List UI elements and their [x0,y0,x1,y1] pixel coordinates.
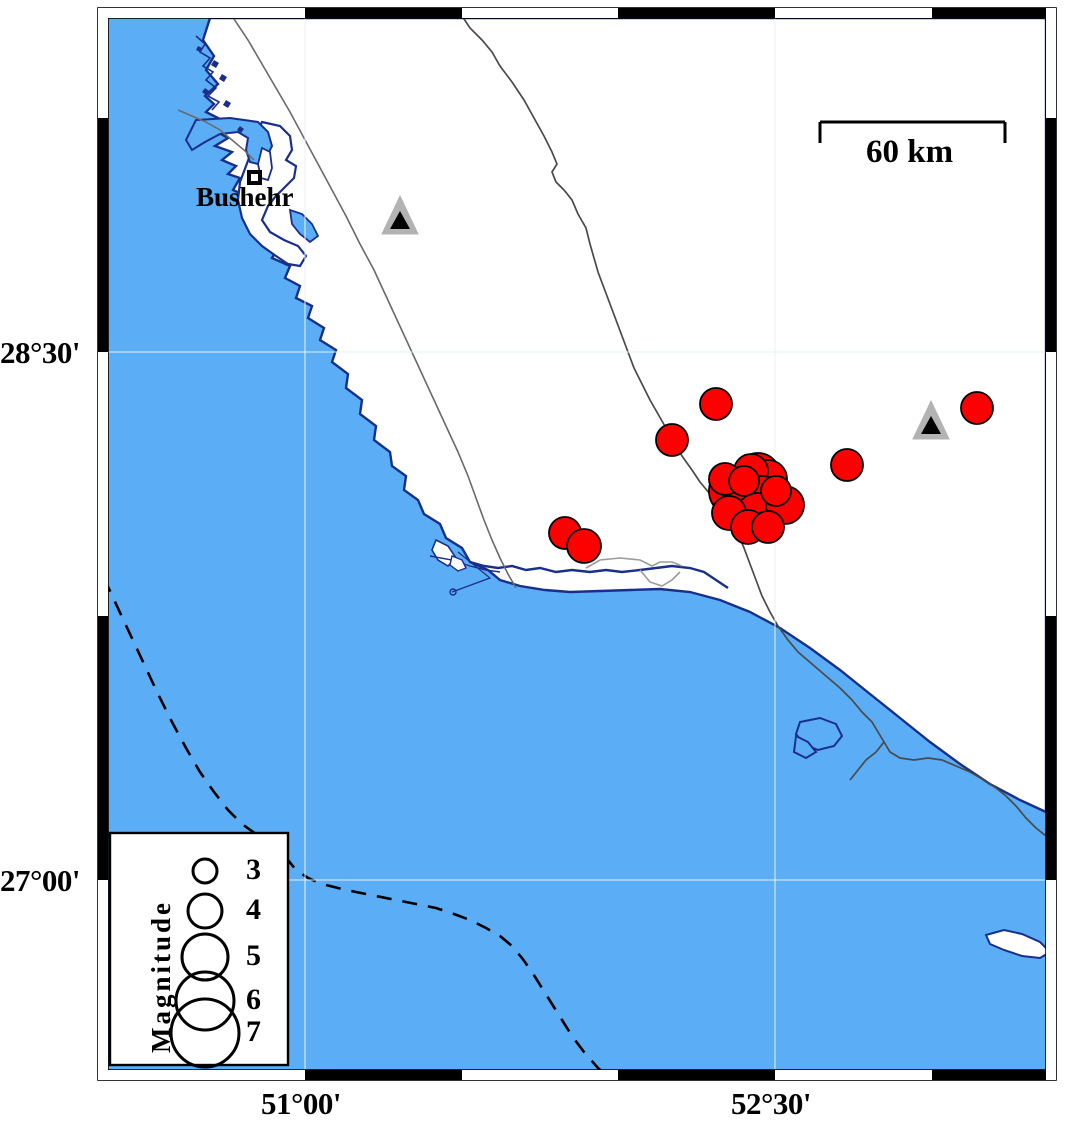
southern-coast-detail [469,560,729,589]
southern-inlet [288,208,320,244]
frame-band-right [1046,352,1056,616]
epicenter-circle[interactable] [960,391,994,425]
landmass-mainland [201,18,1046,814]
legend-circle [191,857,219,885]
city-label-bushehr: Bushehr [196,182,294,212]
frame-band-right [1046,616,1056,880]
dashed-plate-boundary [108,583,603,1070]
frame-band-bottom [932,1070,1046,1080]
legend-circle [174,970,236,1032]
magnitude-legend [108,831,290,1069]
eastern-inlet-neck [792,734,818,760]
frame-band-top [618,8,775,18]
frame-band-top [98,8,305,18]
epicenter-circle[interactable] [751,510,785,544]
province-border-south-branch [797,651,1046,837]
province-border-west-short [177,109,255,161]
offshore-island [984,928,1046,960]
bushehr-bay-water [184,116,274,166]
frame-band-left [98,118,108,352]
legend-magnitude-value: 6 [246,983,261,1016]
map-frame [97,7,1057,1081]
legend-magnitude-value: 7 [246,1015,261,1048]
legend-circle [186,892,224,930]
frame-band-bottom [775,1070,932,1080]
coastal-islets-north [196,46,244,133]
frame-band-right [1046,880,1056,1080]
frame-band-bottom [305,1070,462,1080]
city-marker-bushehr[interactable] [247,170,262,185]
bay-sandbar [429,555,501,573]
epicenter-circle[interactable] [830,448,864,482]
frame-band-left [98,352,108,616]
frame-band-top [775,8,932,18]
epicenter-markers[interactable] [548,387,994,564]
bay-thin-line [451,551,492,593]
province-border-bushehr-line [232,18,517,589]
axis-label-lon-5100: 51°00' [261,1086,342,1121]
legend-magnitude-value: 5 [246,939,261,972]
bay-island-small [449,555,467,572]
frame-band-bottom [98,1070,305,1080]
legend-circle-group [169,857,241,1069]
frame-band-top [305,8,462,18]
bay-dot [449,588,457,596]
frame-band-bottom [618,1070,775,1080]
legend-magnitude-value: 3 [246,853,261,886]
frame-band-bottom [462,1070,618,1080]
coastal-lagoon-outline [585,557,683,569]
epicenter-circle[interactable] [655,423,689,457]
station-triangle-icon[interactable] [381,194,419,235]
coastal-lagoon-outline-2 [639,569,681,587]
frame-band-right [1046,118,1056,352]
scale-bar [818,120,1007,143]
epicenter-circle[interactable] [760,475,792,507]
legend-box [108,831,290,1067]
province-border-spur [849,741,885,781]
legend-circle [169,997,241,1069]
station-markers[interactable] [381,194,950,440]
axis-label-lat-2830: 28°30' [0,335,81,370]
station-triangle-icon[interactable] [912,399,950,440]
epicenter-circle[interactable] [728,465,760,497]
legend-circle [180,932,230,982]
frame-band-left [98,616,108,880]
epicenter-circle[interactable] [699,387,733,421]
frame-band-top [932,8,1046,18]
legend-title: Magnitude [146,899,176,1053]
frame-band-left [98,8,108,118]
northern-marshes [195,35,221,111]
axis-label-lon-5230: 52°30' [731,1086,812,1121]
legend-magnitude-value: 4 [246,893,261,926]
scale-bar-label: 60 km [866,134,954,170]
frame-band-left [98,880,108,1080]
epicenter-circle[interactable] [566,528,602,564]
axis-label-lat-2700: 27°00' [0,863,81,898]
frame-band-right [1046,8,1056,118]
frame-band-top [462,8,618,18]
